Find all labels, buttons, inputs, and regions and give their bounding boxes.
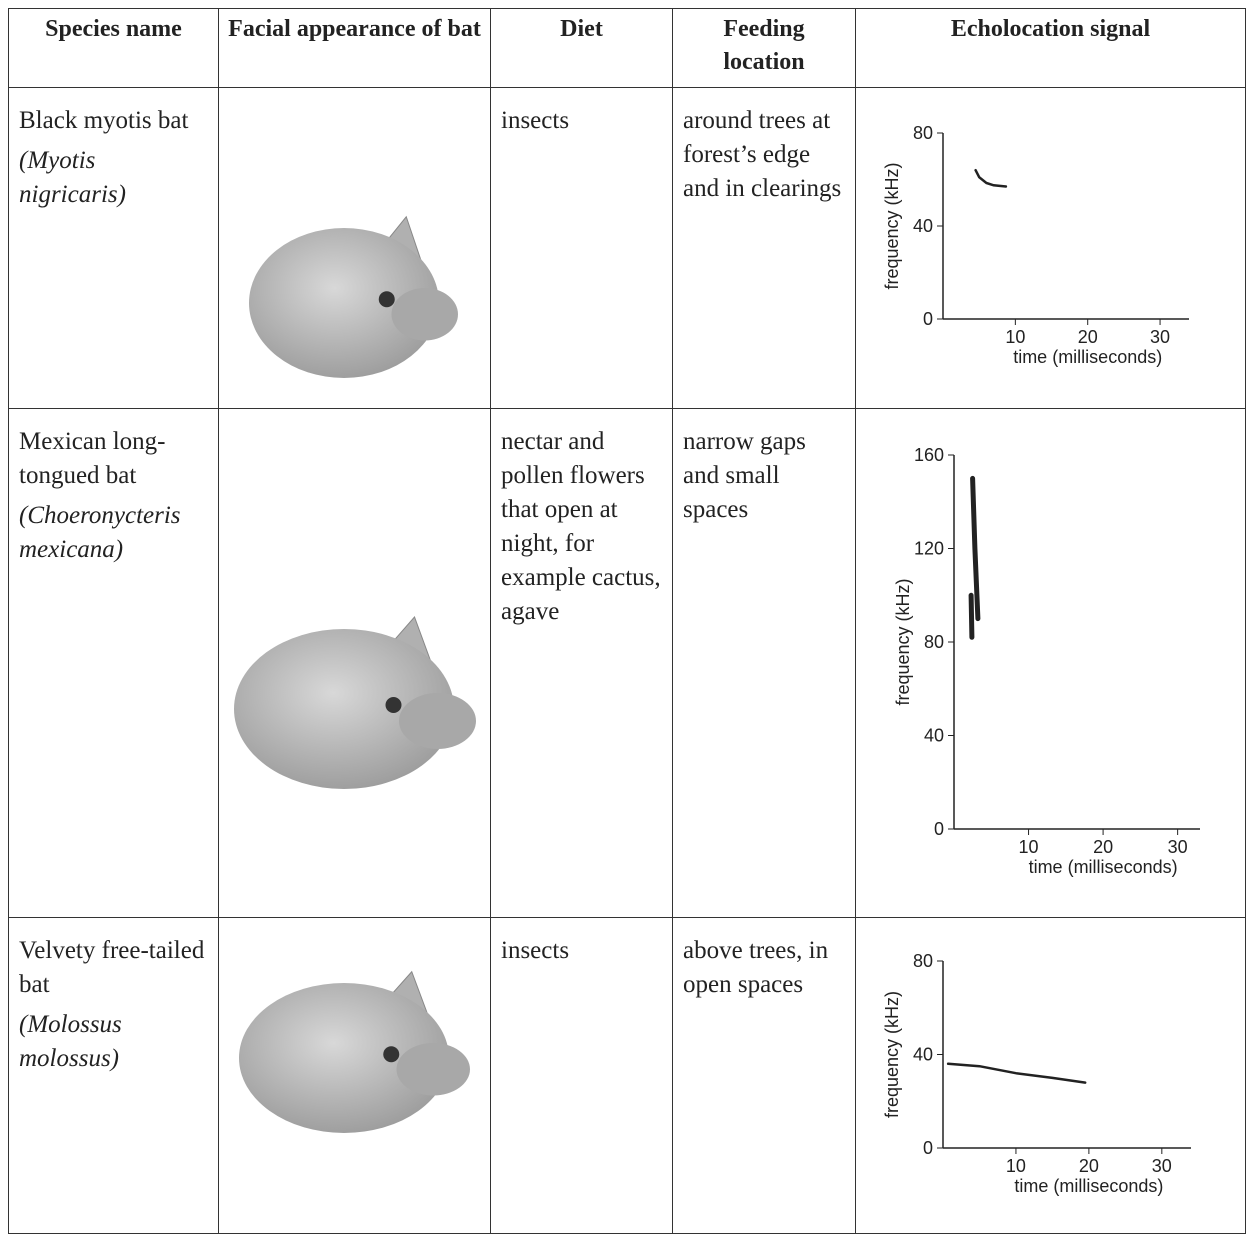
- x-tick-label: 30: [1168, 837, 1188, 857]
- diet-cell: insects: [491, 88, 673, 409]
- x-tick-label: 20: [1093, 837, 1113, 857]
- species-cell: Black myotis bat (Myotis nigricaris): [9, 88, 219, 409]
- header: Feeding location: [673, 9, 856, 88]
- feeding-cell: narrow gaps and small spaces: [673, 409, 856, 918]
- x-tick-label: 10: [1006, 1156, 1026, 1176]
- y-axis-label: frequency (kHz): [882, 991, 902, 1118]
- header: Echolocation signal: [856, 9, 1246, 88]
- face-cell: [219, 88, 491, 409]
- common-name: Black myotis bat: [19, 107, 188, 134]
- species-cell: Mexican long-tongued bat (Choeronycteris …: [9, 409, 219, 918]
- common-name: Mexican long-tongued bat: [19, 428, 165, 489]
- bat-table: Species name Facial appearance of bat Di…: [8, 8, 1246, 1234]
- row: Velvety free-tailed bat (Molossus molossu…: [9, 918, 1246, 1234]
- feeding-cell: around trees at forest’s edge and in cle…: [673, 88, 856, 409]
- x-axis-label: time (milliseconds): [1029, 857, 1178, 877]
- x-axis-label: time (milliseconds): [1013, 347, 1162, 367]
- header: Diet: [491, 9, 673, 88]
- page: Species name Facial appearance of bat Di…: [0, 0, 1250, 1215]
- row: Black myotis bat (Myotis nigricaris) inse…: [9, 88, 1246, 409]
- header-row: Species name Facial appearance of bat Di…: [9, 9, 1246, 88]
- y-tick-label: 0: [923, 1138, 933, 1158]
- x-tick-label: 30: [1152, 1156, 1172, 1176]
- x-axis-label: time (milliseconds): [1014, 1176, 1163, 1196]
- y-tick-label: 40: [913, 216, 933, 236]
- y-tick-label: 160: [914, 445, 944, 465]
- y-tick-label: 0: [923, 309, 933, 329]
- y-tick-label: 120: [914, 539, 944, 559]
- species-cell: Velvety free-tailed bat (Molossus molossu…: [9, 918, 219, 1234]
- y-axis-label: frequency (kHz): [882, 162, 902, 289]
- signal-line: [976, 170, 1006, 186]
- y-tick-label: 0: [934, 819, 944, 839]
- x-tick-label: 30: [1150, 327, 1170, 347]
- y-tick-label: 80: [924, 632, 944, 652]
- header: Facial appearance of bat: [219, 9, 491, 88]
- x-tick-label: 20: [1078, 327, 1098, 347]
- y-tick-label: 80: [913, 123, 933, 143]
- feeding-cell: above trees, in open spaces: [673, 918, 856, 1234]
- y-tick-label: 40: [913, 1045, 933, 1065]
- bat-face: [219, 409, 489, 912]
- x-tick-label: 20: [1079, 1156, 1099, 1176]
- bat-face: [219, 918, 489, 1228]
- x-tick-label: 10: [1005, 327, 1025, 347]
- header: Species name: [9, 9, 219, 88]
- common-name: Velvety free-tailed bat: [19, 937, 204, 998]
- diet-cell: nectar and pollen flowers that open at n…: [491, 409, 673, 918]
- bat-face: [219, 88, 489, 403]
- face-cell: [219, 409, 491, 918]
- signal-line: [971, 478, 978, 637]
- y-axis-label: frequency (kHz): [893, 578, 913, 705]
- face-cell: [219, 918, 491, 1234]
- diet-cell: insects: [491, 918, 673, 1234]
- signal-line: [948, 1064, 1085, 1083]
- y-tick-label: 80: [913, 951, 933, 971]
- x-tick-label: 10: [1019, 837, 1039, 857]
- scientific-name: (Molossus molossus): [19, 1008, 208, 1076]
- y-tick-label: 40: [924, 726, 944, 746]
- row: Mexican long-tongued bat (Choeronycteris …: [9, 409, 1246, 918]
- scientific-name: (Choeronycteris mexicana): [19, 499, 208, 567]
- scientific-name: (Myotis nigricaris): [19, 144, 208, 212]
